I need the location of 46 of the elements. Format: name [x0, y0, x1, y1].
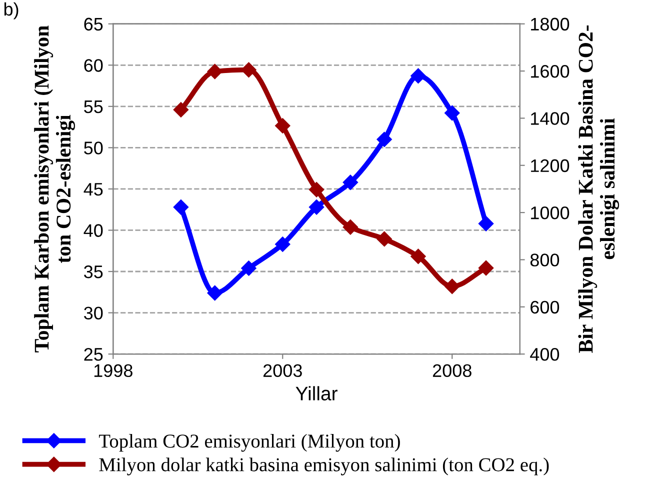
point — [478, 216, 494, 232]
y-tick-label: 25 — [84, 348, 103, 361]
y2-tick-label: 1800 — [531, 18, 570, 31]
point — [207, 64, 222, 80]
point — [308, 182, 324, 198]
point — [342, 174, 358, 190]
point — [207, 285, 222, 301]
x-axis-title: Yillar — [296, 386, 338, 400]
y2-tick-label: 600 — [530, 300, 560, 314]
y2-tick-label: 800 — [530, 254, 560, 266]
point — [376, 231, 392, 247]
y-tick-label: 60 — [84, 59, 103, 72]
y-tick-label: 55 — [84, 100, 103, 114]
y-tick-label: 50 — [84, 142, 103, 154]
y2-axis-title: Bir Milyon Dolar Katki Basina CO2- eslenigi salinimi — [578, 25, 620, 353]
y2-tick-label: 1600 — [531, 64, 570, 78]
y2-tick-label: 1400 — [531, 112, 570, 125]
y-tick-label: 40 — [84, 224, 103, 237]
text: b) — [4, 2, 18, 20]
point — [376, 132, 392, 147]
y2-tick-label: 1200 — [531, 159, 570, 172]
point — [173, 102, 189, 118]
legend-label: Toplam CO2 emisyonlari (Milyon ton) — [98, 434, 400, 452]
point — [444, 105, 460, 121]
y-tick-label: 65 — [84, 18, 103, 31]
legend-label: Milyon dolar katki basina emisyon salinimi (ton CO2 eq.) — [99, 458, 549, 476]
point — [410, 68, 426, 84]
point — [241, 62, 256, 78]
point — [275, 236, 290, 252]
point — [241, 260, 256, 276]
point — [342, 220, 358, 235]
x-tick-label: 2003 — [263, 364, 302, 378]
point — [308, 200, 324, 215]
y2-tick-label: 400 — [530, 348, 560, 361]
x-tick-label: 2008 — [432, 364, 472, 378]
y-tick-label: 45 — [84, 183, 103, 196]
y-axis-title: Toplam Karbon emisyonlari (Milyon ton CO2-eslenigi — [34, 26, 76, 352]
y-tick-label: 30 — [84, 306, 103, 320]
point — [410, 248, 426, 264]
y2-tick-label: 1000 — [531, 206, 570, 220]
x-tick-label: 1998 — [94, 364, 132, 378]
y-tick-label: 35 — [84, 265, 103, 278]
point — [173, 200, 189, 215]
point — [444, 278, 460, 294]
point — [478, 260, 494, 276]
point — [275, 118, 290, 134]
